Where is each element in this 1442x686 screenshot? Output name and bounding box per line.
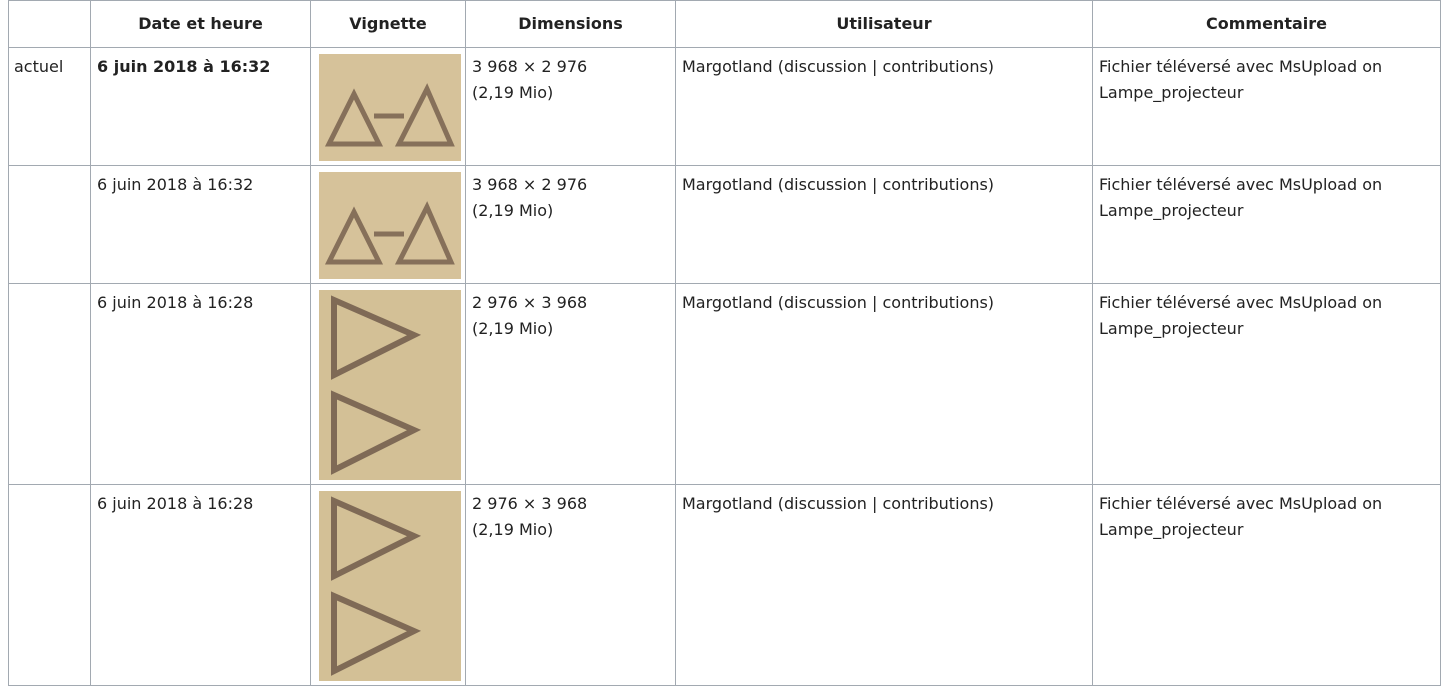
status <box>9 166 91 284</box>
header-cell: Commentaire <box>1093 1 1441 48</box>
thumbnail[interactable] <box>311 284 466 485</box>
user[interactable]: Margotland (discussion | contributions) <box>676 284 1093 485</box>
header-cell <box>9 1 91 48</box>
thumbnail-image[interactable] <box>319 491 461 681</box>
dimensions: 3 968 × 2 976 <box>472 57 587 76</box>
row: 6 juin 2018 à 16:32 3 968 × 2 976 (2,19 M… <box>9 166 1441 284</box>
comment: Fichier téléversé avec MsUpload on Lampe… <box>1093 485 1441 686</box>
file-size: (2,19 Mio) <box>472 520 553 539</box>
file-size: (2,19 Mio) <box>472 201 553 220</box>
date-link[interactable]: 6 juin 2018 à 16:32 <box>91 48 311 166</box>
thumbnail[interactable] <box>311 48 466 166</box>
row: actuel 6 juin 2018 à 16:32 3 968 × 2 976… <box>9 48 1441 166</box>
thumbnail-image[interactable] <box>319 290 461 480</box>
header-cell: Dimensions <box>466 1 676 48</box>
date-link[interactable]: 6 juin 2018 à 16:28 <box>91 485 311 686</box>
row: 6 juin 2018 à 16:28 2 976 × 3 968 (2,19 M… <box>9 284 1441 485</box>
page: Historique du fichier {"table": { "heade… <box>0 0 1442 666</box>
page-body: Date et heure Vignette Dimensions Utilis… <box>0 0 1442 666</box>
dimensions: 2 976 × 3 968 <box>472 494 587 513</box>
date-link[interactable]: 6 juin 2018 à 16:32 <box>91 166 311 284</box>
file-history-table: Date et heure Vignette Dimensions Utilis… <box>8 0 1441 686</box>
header-cell: Vignette <box>311 1 466 48</box>
file-size: (2,19 Mio) <box>472 319 553 338</box>
header-row: Date et heure Vignette Dimensions Utilis… <box>9 1 1441 48</box>
user[interactable]: Margotland (discussion | contributions) <box>676 48 1093 166</box>
header-cell: Utilisateur <box>676 1 1093 48</box>
dimensions: 3 968 × 2 976 (2,19 Mio) <box>466 48 676 166</box>
status <box>9 284 91 485</box>
dimensions: 2 976 × 3 968 (2,19 Mio) <box>466 485 676 686</box>
comment: Fichier téléversé avec MsUpload on Lampe… <box>1093 48 1441 166</box>
dimensions: 3 968 × 2 976 <box>472 175 587 194</box>
date-link[interactable]: 6 juin 2018 à 16:28 <box>91 284 311 485</box>
dimensions: 3 968 × 2 976 (2,19 Mio) <box>466 166 676 284</box>
file-size: (2,19 Mio) <box>472 83 553 102</box>
user[interactable]: Margotland (discussion | contributions) <box>676 166 1093 284</box>
comment: Fichier téléversé avec MsUpload on Lampe… <box>1093 284 1441 485</box>
thumbnail-image[interactable] <box>319 54 461 161</box>
dimensions: 2 976 × 3 968 <box>472 293 587 312</box>
header-cell: Date et heure <box>91 1 311 48</box>
user[interactable]: Margotland (discussion | contributions) <box>676 485 1093 686</box>
comment: Fichier téléversé avec MsUpload on Lampe… <box>1093 166 1441 284</box>
status <box>9 485 91 686</box>
thumbnail-image[interactable] <box>319 172 461 279</box>
dimensions: 2 976 × 3 968 (2,19 Mio) <box>466 284 676 485</box>
thumbnail[interactable] <box>311 485 466 686</box>
thumbnail[interactable] <box>311 166 466 284</box>
status: actuel <box>9 48 91 166</box>
row: 6 juin 2018 à 16:28 2 976 × 3 968 (2,19 M… <box>9 485 1441 686</box>
